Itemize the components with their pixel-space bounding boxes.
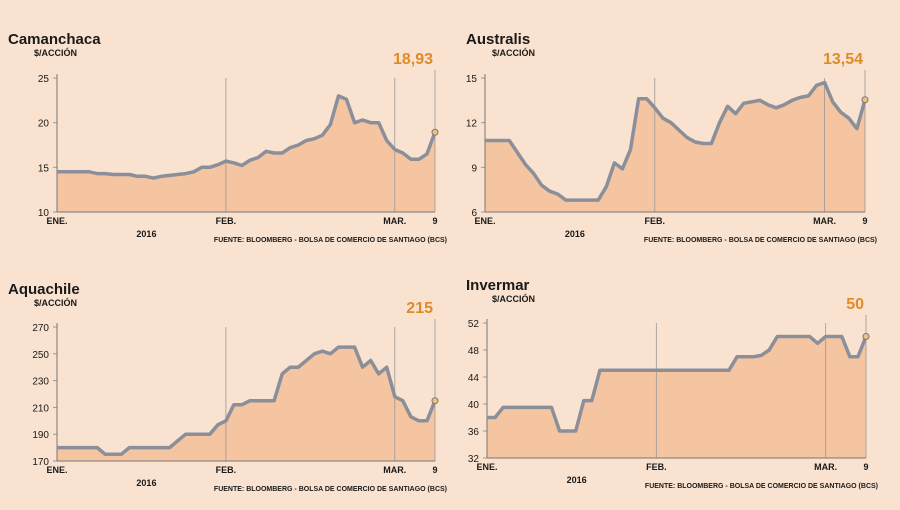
y-tick-label: 25	[38, 74, 50, 85]
year-label: 2016	[565, 229, 585, 239]
area	[487, 336, 866, 458]
y-tick-label: 44	[468, 373, 480, 384]
panel: Invermar$/ACCIÓN 32 36 40 44 48 52 50 ENE. FEB. MA…	[466, 277, 878, 490]
year-label: 2016	[136, 229, 156, 239]
line	[57, 345, 437, 457]
subtitle: $/ACCIÓN	[492, 293, 535, 304]
y-tick-label: 15	[466, 74, 478, 85]
y-tick-label: 170	[32, 457, 49, 468]
y-tick-label: 270	[32, 323, 49, 334]
value-label: 13,54	[823, 51, 863, 68]
panel: Australis$/ACCIÓN 6 9 12 15 13,54 ENE. FEB. MAR.…	[466, 31, 877, 244]
subtitle: $/ACCIÓN	[34, 47, 77, 58]
line	[485, 80, 867, 202]
x-tick-label: 9	[863, 462, 868, 472]
x-tick-label: MAR.	[814, 462, 837, 472]
source: FUENTE: BLOOMBERG - BOLSA DE COMERCIO DE…	[214, 486, 447, 493]
x-tick-label: 9	[432, 216, 437, 226]
year-label: 2016	[567, 475, 587, 485]
y-tick-label: 12	[466, 119, 478, 130]
chart-title: Aquachile	[8, 281, 80, 298]
area	[485, 82, 865, 212]
x-tick-label: 9	[862, 216, 867, 226]
y-tick-label: 48	[468, 346, 480, 357]
chart-title: Invermar	[466, 277, 530, 294]
x-tick-label: FEB.	[646, 462, 667, 472]
last-point	[431, 397, 439, 405]
x-tick-label: MAR.	[383, 216, 406, 226]
chart-title: Australis	[466, 31, 530, 48]
y-tick-label: 250	[32, 350, 49, 361]
y-tick-label: 9	[471, 163, 477, 174]
y-tick-label: 15	[38, 163, 50, 174]
panel: Aquachile$/ACCIÓN 170 190 210 230 250 270 215 EN…	[8, 281, 447, 493]
source: FUENTE: BLOOMBERG - BOLSA DE COMERCIO DE…	[645, 483, 878, 490]
y-tick-label: 190	[32, 430, 49, 441]
y-tick-label: 32	[468, 454, 480, 465]
x-tick-label: ENE.	[476, 462, 497, 472]
value-label: 18,93	[393, 51, 433, 68]
x-tick-label: MAR.	[383, 465, 406, 475]
x-tick-label: ENE.	[474, 216, 495, 226]
x-tick-label: FEB.	[645, 216, 666, 226]
area	[57, 95, 435, 212]
x-tick-label: 9	[432, 465, 437, 475]
x-tick-label: ENE.	[46, 465, 67, 475]
subtitle: $/ACCIÓN	[34, 297, 77, 308]
y-tick-label: 20	[38, 119, 50, 130]
value-label: 50	[846, 296, 864, 313]
y-tick-label: 52	[468, 319, 480, 330]
y-tick-label: 40	[468, 400, 480, 411]
source: FUENTE: BLOOMBERG - BOLSA DE COMERCIO DE…	[644, 237, 877, 244]
panel: Camanchaca$/ACCIÓN 10 15 20 25 18,93 ENE. FEB. M…	[8, 31, 447, 244]
chart-title: Camanchaca	[8, 31, 101, 48]
source: FUENTE: BLOOMBERG - BOLSA DE COMERCIO DE…	[214, 237, 447, 244]
y-tick-label: 10	[38, 208, 50, 219]
last-point	[861, 96, 869, 104]
x-tick-label: FEB.	[216, 216, 237, 226]
y-tick-label: 210	[32, 403, 49, 414]
x-tick-label: MAR.	[813, 216, 836, 226]
last-point	[431, 128, 439, 136]
value-label: 215	[406, 300, 433, 317]
line	[57, 94, 437, 180]
y-tick-label: 36	[468, 427, 480, 438]
year-label: 2016	[136, 478, 156, 488]
x-tick-label: ENE.	[46, 216, 67, 226]
line	[487, 334, 868, 433]
subtitle: $/ACCIÓN	[492, 47, 535, 58]
y-tick-label: 230	[32, 377, 49, 388]
x-tick-label: FEB.	[216, 465, 237, 475]
y-tick-label: 6	[471, 208, 477, 219]
last-point	[862, 333, 870, 340]
